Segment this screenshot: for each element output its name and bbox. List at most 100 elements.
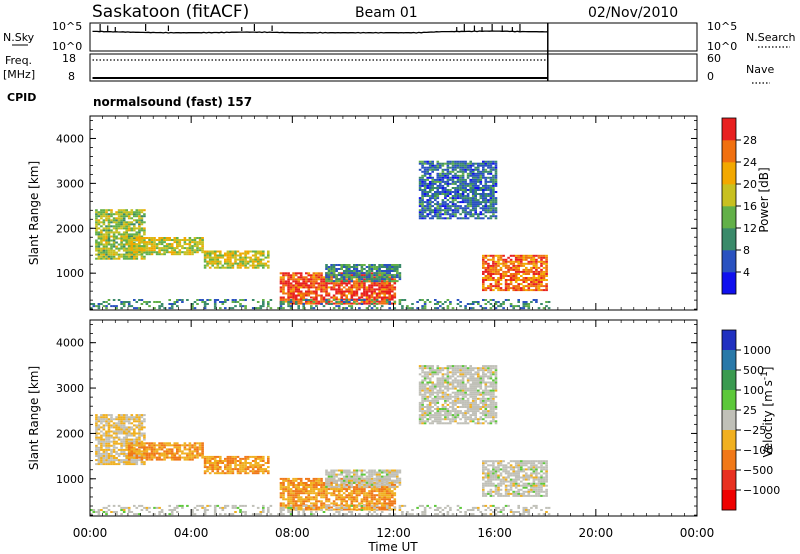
power-echo-cell [337, 264, 341, 266]
power-echo-cell [464, 160, 467, 163]
power-echo-cell [482, 168, 485, 171]
power-echo-cell [138, 241, 141, 244]
power-echo-cell [477, 199, 480, 202]
power-echo-cell [469, 307, 472, 310]
power-echo-cell [117, 209, 121, 212]
power-echo-cell [135, 227, 139, 230]
power-echo-cell [115, 231, 118, 234]
power-echo-cell [317, 284, 321, 287]
power-echo-cell [385, 264, 389, 266]
velocity-echo-cell [307, 508, 311, 511]
velocity-echo-cell [391, 475, 394, 478]
power-echo-cell [378, 266, 381, 268]
velocity-echo-cell [140, 456, 144, 459]
power-echo-cell [464, 305, 467, 308]
power-echo-cell [122, 227, 126, 230]
power-echo-cell [127, 211, 131, 214]
power-echo-cell [431, 160, 434, 163]
beam-label: Beam 01 [355, 5, 418, 21]
power-echo-cell [454, 174, 457, 177]
velocity-echo-cell [375, 479, 379, 482]
power-echo-cell [105, 247, 108, 250]
power-echo-cell [540, 277, 543, 279]
velocity-echo-cell [421, 393, 424, 396]
power-echo-cell [289, 302, 293, 305]
velocity-echo-cell [254, 460, 257, 462]
power-echo-cell [330, 300, 333, 303]
power-echo-cell [221, 266, 225, 269]
power-echo-cell [525, 258, 528, 261]
power-echo-cell [426, 215, 429, 218]
power-echo-cell [391, 294, 394, 297]
power-echo-cell [439, 162, 442, 165]
power-echo-cell [315, 296, 318, 299]
velocity-echo-cell [95, 436, 98, 439]
power-echo-cell [140, 235, 144, 238]
velocity-echo-cell [368, 475, 371, 478]
velocity-echo-cell [439, 418, 442, 421]
power-echo-cell [282, 286, 285, 289]
power-echo-cell [464, 205, 467, 208]
power-echo-cell [461, 182, 465, 185]
power-echo-cell [173, 249, 177, 252]
power-echo-cell [133, 225, 136, 228]
velocity-echo-cell [122, 416, 126, 419]
velocity-echo-cell [332, 481, 336, 484]
power-echo-cell [213, 266, 217, 269]
power-echo-cell [492, 176, 495, 179]
power-echo-cell [461, 197, 465, 200]
velocity-echo-cell [165, 450, 169, 453]
velocity-echo-cell [143, 418, 146, 421]
power-colorbar-swatch [722, 140, 736, 163]
velocity-echo-cell [426, 418, 429, 421]
velocity-echo-cell [264, 468, 268, 471]
power-echo-cell [211, 262, 214, 265]
velocity-echo-cell [436, 416, 440, 419]
power-echo-cell [183, 241, 187, 244]
power-echo-cell [145, 301, 149, 303]
power-echo-cell [370, 266, 374, 268]
power-echo-cell [337, 280, 341, 283]
velocity-echo-cell [201, 452, 204, 455]
power-echo-cell [391, 296, 394, 299]
velocity-echo-cell [315, 488, 318, 491]
velocity-echo-cell [332, 473, 336, 476]
velocity-echo-cell [251, 460, 255, 462]
velocity-echo-cell [426, 399, 429, 402]
velocity-echo-cell [423, 367, 427, 370]
power-echo-cell [135, 243, 139, 246]
power-echo-cell [203, 303, 207, 305]
velocity-echo-cell [330, 479, 333, 482]
velocity-echo-cell [145, 452, 149, 455]
power-echo-cell [178, 241, 182, 244]
power-echo-cell [348, 292, 351, 295]
power-echo-cell [348, 305, 351, 308]
power-echo-cell [292, 302, 295, 305]
velocity-echo-cell [110, 426, 113, 429]
velocity-echo-cell [353, 508, 356, 511]
velocity-echo-cell [315, 500, 318, 503]
power-echo-cell [224, 252, 227, 255]
power-echo-cell [95, 241, 98, 244]
velocity-echo-cell [444, 395, 447, 398]
velocity-echo-cell [246, 462, 250, 464]
velocity-echo-cell [312, 492, 316, 495]
power-echo-cell [150, 247, 154, 250]
power-echo-cell [287, 292, 290, 295]
power-echo-cell [479, 217, 483, 220]
power-echo-cell [512, 275, 515, 277]
power-echo-cell [322, 298, 326, 301]
power-echo-cell [439, 174, 442, 177]
power-echo-cell [471, 307, 475, 310]
velocity-echo-cell [337, 483, 341, 486]
power-echo-cell [138, 227, 141, 230]
velocity-echo-cell [120, 432, 123, 435]
power-echo-cell [188, 243, 192, 246]
power-echo-cell [279, 298, 283, 301]
power-echo-cell [117, 223, 121, 226]
power-echo-cell [449, 303, 452, 305]
velocity-echo-cell [439, 377, 442, 380]
power-echo-cell [482, 273, 485, 275]
power-echo-cell [492, 258, 495, 261]
power-echo-cell [368, 290, 371, 293]
